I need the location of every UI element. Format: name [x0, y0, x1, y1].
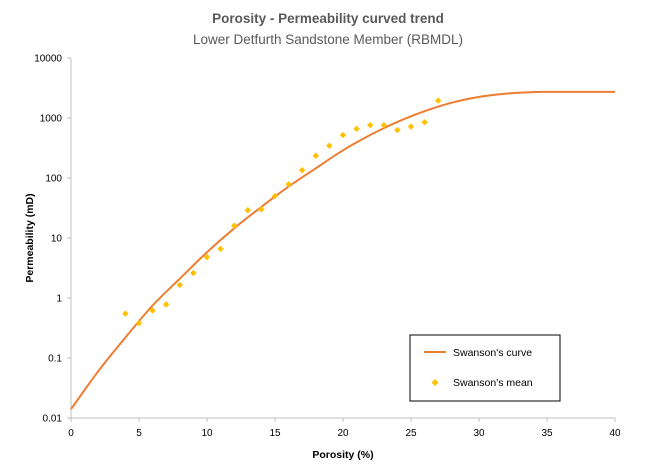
- y-tick-group: 0.01 0.1 1 10 100 1000 10000: [34, 54, 71, 425]
- swansons-mean-point: [285, 180, 292, 188]
- x-tick-label: 5: [136, 428, 142, 439]
- x-tick-label: 15: [269, 428, 281, 439]
- swansons-mean-point: [231, 222, 238, 229]
- swansons-mean-point: [244, 207, 251, 214]
- swansons-mean-point: [176, 281, 183, 289]
- swansons-mean-point: [258, 206, 265, 213]
- swansons-mean-points: [122, 97, 442, 327]
- y-tick-label: 1000: [40, 114, 63, 125]
- y-tick-label: 0.1: [48, 354, 62, 365]
- plot-area: 0 5 10 15 20 25 30 35 40 0.01 0.1 1 10 100 1000 10000: [34, 54, 621, 440]
- swansons-mean-point: [407, 123, 415, 130]
- legend-mean-label: Swanson's mean: [453, 377, 533, 389]
- swansons-mean-point: [435, 97, 442, 104]
- y-tick-label: 1: [56, 294, 62, 305]
- swansons-mean-point: [339, 131, 347, 139]
- x-tick-label: 10: [201, 428, 213, 439]
- y-tick-label: 10000: [34, 54, 62, 65]
- y-axis-label: Permeability (mD): [24, 193, 36, 282]
- legend-box: [409, 334, 561, 402]
- y-tick-label: 0.01: [43, 414, 63, 425]
- swansons-mean-point: [326, 142, 333, 149]
- swansons-curve-line: [70, 90, 615, 410]
- legend-mean-swatch: [431, 379, 439, 386]
- swansons-mean-point: [299, 166, 306, 174]
- swansons-mean-point: [135, 320, 143, 327]
- swansons-mean-point: [163, 301, 170, 308]
- chart-subtitle: Lower Detfurth Sandstone Member (RBMDL): [193, 32, 463, 47]
- x-tick-label: 0: [68, 428, 74, 439]
- x-tick-label: 30: [473, 428, 485, 439]
- x-tick-group: 0 5 10 15 20 25 30 35 40: [68, 418, 621, 439]
- x-axis-label: Porosity (%): [312, 449, 373, 461]
- swansons-mean-point: [122, 310, 129, 317]
- x-tick-label: 35: [541, 428, 553, 439]
- swansons-mean-point: [217, 245, 224, 253]
- legend: Swanson's curve Swanson's mean: [409, 334, 561, 402]
- x-tick-label: 40: [609, 428, 621, 439]
- swansons-mean-point: [353, 125, 360, 133]
- legend-curve-label: Swanson's curve: [453, 347, 532, 359]
- swansons-mean-point: [380, 121, 387, 129]
- swansons-mean-point: [312, 152, 319, 159]
- swansons-mean-point: [149, 307, 156, 314]
- chart-title: Porosity - Permeability curved trend: [212, 11, 444, 26]
- swansons-mean-point: [421, 119, 428, 126]
- swansons-mean-point: [271, 192, 279, 200]
- swansons-mean-point: [394, 126, 401, 134]
- swansons-mean-point: [203, 253, 211, 261]
- swansons-mean-point: [190, 269, 197, 277]
- x-tick-label: 20: [337, 428, 349, 439]
- y-tick-label: 10: [51, 234, 63, 245]
- y-tick-label: 100: [45, 174, 62, 185]
- swansons-mean-point: [367, 121, 374, 129]
- x-tick-label: 25: [405, 428, 417, 439]
